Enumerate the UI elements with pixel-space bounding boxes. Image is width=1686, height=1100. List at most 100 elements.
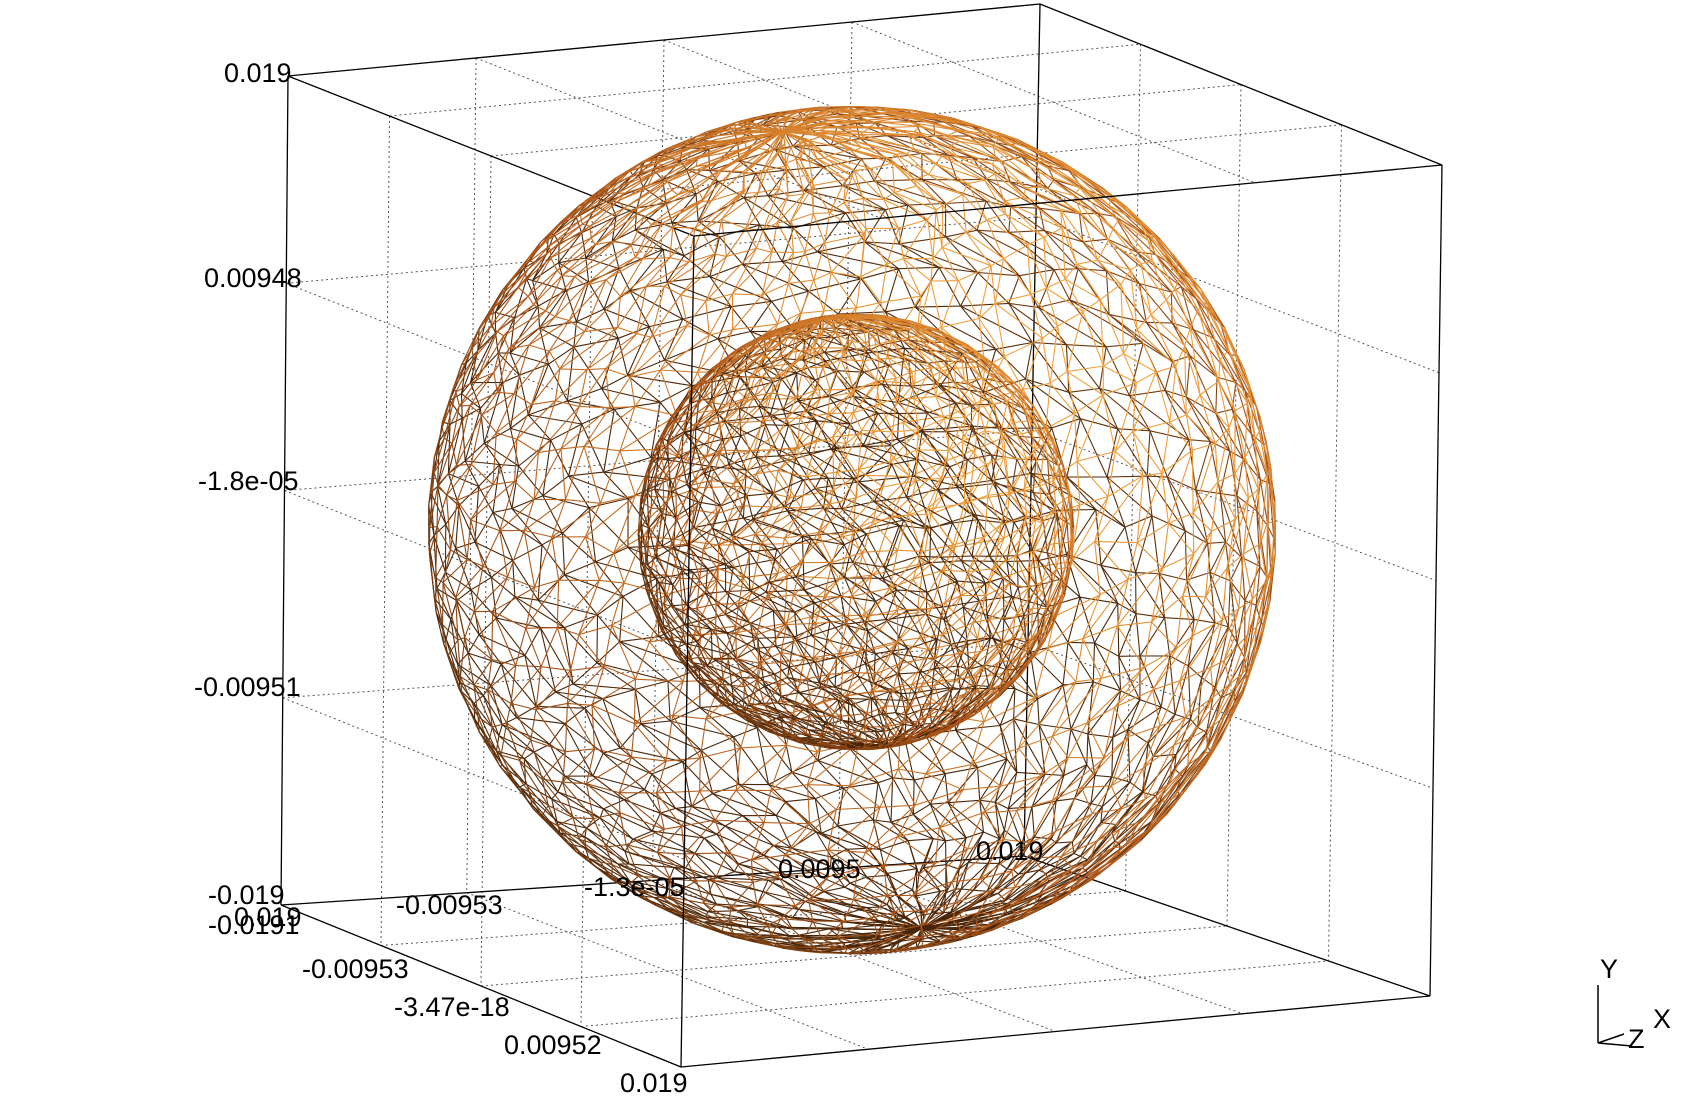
mesh-edge [584, 408, 610, 447]
mesh-edge [915, 306, 960, 307]
mesh-edge [453, 349, 472, 388]
mesh-edge [800, 160, 809, 161]
mesh-edge [531, 740, 543, 779]
mesh-edge [634, 679, 635, 724]
mesh-edge [948, 131, 958, 136]
mesh-edge [511, 667, 541, 704]
mesh-edge [939, 790, 963, 828]
mesh-edge [1004, 259, 1031, 295]
mesh-edge [1130, 264, 1141, 270]
mesh-edge [517, 706, 537, 717]
mesh-edge [714, 881, 731, 907]
mesh-edge [1082, 787, 1093, 813]
mesh-edge [754, 131, 782, 132]
mesh-edge [1202, 623, 1215, 678]
mesh-edge [838, 788, 844, 826]
mesh-edge [1002, 428, 1051, 429]
mesh-edge [968, 180, 985, 183]
mesh-edge [838, 820, 874, 826]
mesh-edge [550, 724, 565, 745]
mesh-edge [712, 171, 732, 201]
mesh-edge [604, 457, 651, 472]
mesh-edge [494, 336, 504, 373]
mesh-edge [543, 440, 551, 496]
mesh-edge [718, 332, 751, 339]
mesh-edge [1125, 527, 1136, 573]
mesh-edge [651, 286, 664, 337]
mesh-edge [720, 225, 760, 237]
mesh-edge [983, 786, 1001, 813]
mesh-edge [670, 228, 695, 258]
mesh-edge [1039, 307, 1107, 346]
mesh-edge [885, 269, 898, 312]
mesh-edge [791, 147, 796, 159]
mesh-edge [635, 689, 670, 721]
mesh-edge [825, 243, 832, 273]
grid-line [381, 116, 390, 946]
mesh-edge [586, 217, 616, 258]
mesh-edge [630, 337, 651, 377]
mesh-edge [520, 787, 557, 821]
mesh-edge [1133, 372, 1156, 431]
mesh-edge [459, 405, 470, 406]
mesh-edge [562, 276, 575, 277]
mesh-edge [615, 241, 631, 245]
mesh-edge [952, 879, 980, 882]
mesh-edge [512, 496, 543, 509]
mesh-edge [673, 227, 695, 228]
mesh-edge [914, 179, 943, 206]
mesh-edge [1140, 223, 1180, 277]
mesh-edge [514, 351, 549, 394]
mesh-edge [715, 254, 727, 256]
mesh-edge [836, 807, 880, 809]
mesh-edge [571, 635, 579, 671]
mesh-edge [645, 774, 652, 790]
mesh-edge [757, 230, 763, 248]
mesh-edge [457, 405, 471, 465]
mesh-edge [928, 164, 935, 175]
mesh-edge [893, 163, 895, 192]
mesh-edge [1216, 409, 1233, 413]
mesh-edge [763, 230, 772, 252]
mesh-edge [1019, 748, 1041, 776]
mesh-edge [1210, 542, 1226, 573]
mesh-edge [1063, 642, 1068, 685]
mesh-edge [524, 500, 565, 531]
mesh-edge [457, 590, 471, 601]
mesh-edge [746, 193, 759, 229]
mesh-edge [1087, 734, 1088, 765]
mesh-edge [933, 247, 942, 258]
mesh-edge [874, 181, 908, 205]
mesh-edge [732, 171, 744, 172]
mesh-edge [567, 703, 594, 749]
mesh-edge [961, 303, 1009, 306]
mesh-edge [514, 394, 532, 405]
mesh-edge [863, 198, 866, 228]
mesh-edge [604, 625, 612, 666]
mesh-edge [943, 206, 967, 233]
mesh-edge [635, 681, 668, 689]
mesh-edge [1225, 333, 1249, 388]
mesh-edge [963, 195, 967, 233]
mesh-edge [632, 724, 635, 757]
mesh-edge [800, 142, 801, 160]
mesh-edge [1163, 523, 1169, 568]
mesh-edge [668, 681, 700, 708]
mesh-edge [660, 808, 675, 813]
mesh-edge [1091, 804, 1103, 807]
mesh-edge [961, 889, 973, 890]
mesh-edge [596, 547, 628, 562]
mesh-edge [1065, 264, 1077, 279]
mesh-edge [604, 409, 615, 472]
mesh-edge [557, 628, 570, 671]
mesh-edge [1193, 513, 1194, 554]
mesh-edge [1124, 354, 1137, 383]
mesh-edge [764, 823, 810, 824]
mesh-edge [914, 149, 936, 164]
mesh-edge [531, 710, 536, 740]
mesh-edge [808, 785, 850, 786]
mesh-edge [936, 164, 968, 184]
mesh-edge [1190, 309, 1198, 328]
mesh-edge [500, 267, 523, 297]
